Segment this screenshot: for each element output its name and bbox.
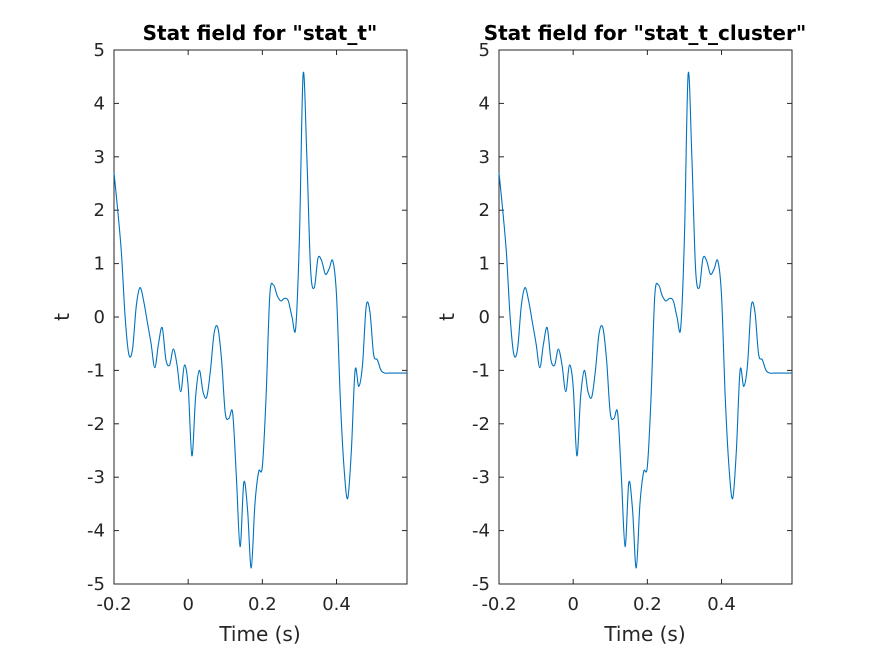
right-chart-title: Stat field for "stat_t_cluster" xyxy=(484,21,807,45)
left-y-tick-label: -1 xyxy=(87,360,105,381)
left-y-tick-label: 1 xyxy=(94,254,105,275)
right-chart-panel: Stat field for "stat_t_cluster" -5 -4 -3 -2… xyxy=(435,21,806,646)
right-y-tick-label: 3 xyxy=(479,147,490,168)
left-y-tick-label: 2 xyxy=(94,200,105,221)
right-y-tick-label: 1 xyxy=(479,254,490,275)
right-x-tick-label: 0 xyxy=(567,594,578,615)
left-chart-title: Stat field for "stat_t" xyxy=(143,21,378,45)
right-y-tick-label: -2 xyxy=(472,414,490,435)
right-y-tick-label: 2 xyxy=(479,200,490,221)
right-y-tick-label: -3 xyxy=(472,467,490,488)
right-y-tick-label: -5 xyxy=(472,574,490,595)
left-y-tick-label: -5 xyxy=(87,574,105,595)
left-series-line xyxy=(113,71,407,569)
left-y-tick-label: 5 xyxy=(94,40,105,61)
right-x-tick-label: -0.2 xyxy=(481,594,516,615)
left-x-tick-label: -0.2 xyxy=(96,594,131,615)
left-y-axis: -5 -4 -3 -2 -1 0 1 2 3 4 5 xyxy=(87,40,407,595)
left-y-tick-label: 0 xyxy=(94,307,105,328)
right-y-tick-label: 4 xyxy=(479,93,490,114)
left-y-tick-label: -3 xyxy=(87,467,105,488)
right-y-tick-label: 5 xyxy=(479,40,490,61)
right-y-tick-label: 0 xyxy=(479,307,490,328)
left-x-tick-label: 0 xyxy=(182,594,193,615)
left-y-tick-label: -2 xyxy=(87,414,105,435)
right-y-axis-label: t xyxy=(435,313,459,321)
right-x-axis: -0.2 0 0.2 0.4 xyxy=(481,50,736,615)
left-x-tick-label: 0.4 xyxy=(322,594,351,615)
right-x-tick-label: 0.4 xyxy=(707,594,736,615)
left-x-tick-label: 0.2 xyxy=(248,594,277,615)
right-y-tick-label: -1 xyxy=(472,360,490,381)
left-x-axis: -0.2 0 0.2 0.4 xyxy=(96,50,351,615)
left-y-tick-label: -4 xyxy=(87,521,105,542)
left-chart-panel: Stat field for "stat_t" -5 -4 -3 -2 -1 0 1 2 3 4 5… xyxy=(50,21,408,646)
left-x-axis-label: Time (s) xyxy=(218,622,300,646)
right-y-axis: -5 -4 -3 -2 -1 0 1 2 3 4 5 xyxy=(472,40,792,595)
left-y-tick-label: 3 xyxy=(94,147,105,168)
right-x-axis-label: Time (s) xyxy=(603,622,685,646)
left-y-axis-label: t xyxy=(50,313,74,321)
left-y-tick-label: 4 xyxy=(94,93,105,114)
right-series-line xyxy=(498,71,792,569)
right-y-tick-label: -4 xyxy=(472,521,490,542)
right-x-tick-label: 0.2 xyxy=(633,594,662,615)
